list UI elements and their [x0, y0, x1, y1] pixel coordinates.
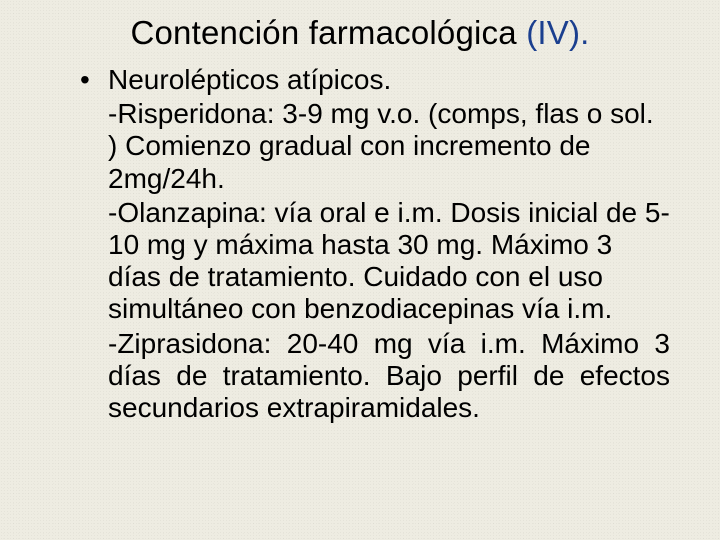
paragraph-olanzapina: -Olanzapina: vía oral e i.m. Dosis inici…	[80, 197, 670, 326]
slide: Contención farmacológica (IV). Neurolépt…	[0, 0, 720, 540]
title-text-accent: (IV).	[526, 14, 589, 51]
slide-body: Neurolépticos atípicos. -Risperidona: 3-…	[50, 64, 670, 424]
title-text-plain: Contención farmacológica	[130, 14, 526, 51]
bullet-heading: Neurolépticos atípicos.	[80, 64, 670, 96]
slide-title: Contención farmacológica (IV).	[50, 14, 670, 52]
paragraph-ziprasidona: -Ziprasidona: 20-40 mg vía i.m. Máximo 3…	[80, 328, 670, 425]
paragraph-risperidona: -Risperidona: 3-9 mg v.o. (comps, flas o…	[80, 98, 670, 195]
